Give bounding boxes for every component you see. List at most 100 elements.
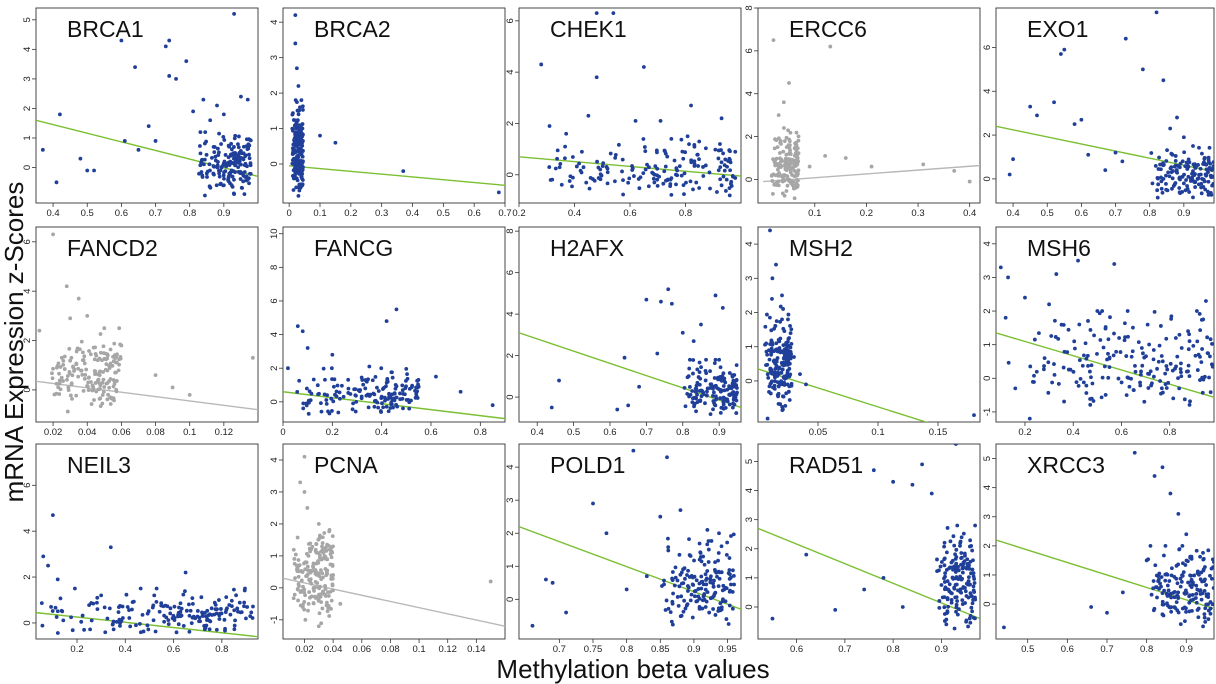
data-point [1123,335,1127,340]
data-point [1076,258,1080,263]
y-tick-label: 4 [22,529,33,534]
y-tick-label: 2 [269,521,280,526]
data-point [960,598,965,603]
data-point [204,171,209,176]
data-point [723,599,728,604]
data-point [1155,595,1159,600]
data-point [82,376,87,381]
data-point [781,343,786,348]
data-point [1204,173,1209,178]
data-point [653,164,658,169]
data-point [962,559,967,564]
data-point [692,574,697,579]
data-point [775,356,780,360]
data-point [1148,543,1153,548]
data-point [580,149,584,154]
data-point [596,176,601,180]
data-point [786,128,790,133]
data-point [1191,195,1195,200]
data-point [1205,189,1210,194]
data-point [1208,611,1213,616]
x-tick-label: 0.1 [808,208,821,219]
data-point [329,598,334,603]
data-point [669,192,674,197]
data-point [327,614,332,618]
data-point [117,326,122,331]
data-point [204,139,208,144]
data-point [1164,364,1169,368]
data-point [102,385,107,389]
data-point [620,157,625,162]
data-point [1172,590,1177,594]
data-point [1199,360,1204,365]
data-point [168,606,173,611]
x-tick-label: 0.9 [217,208,230,219]
data-point [1028,104,1033,109]
data-point [691,396,695,401]
panel-title: ERCC6 [789,16,867,42]
data-point [971,584,976,589]
y-tick-label: 3 [744,517,755,522]
data-point [290,128,295,133]
data-point [685,602,690,607]
data-point [953,444,958,446]
data-point [1157,571,1162,576]
data-point [382,395,387,400]
data-point [1112,262,1117,266]
data-point [1165,583,1170,588]
data-point [1186,363,1191,368]
data-point [320,571,325,576]
data-point [232,136,237,141]
panel-title: BRCA1 [67,16,144,42]
x-tick-label: 0.08 [146,427,165,438]
data-point [692,589,697,594]
y-tick-label: 0 [982,376,993,381]
data-point [71,364,75,369]
data-point [391,405,395,410]
data-point [1138,380,1142,385]
data-point [74,393,79,398]
data-point [1192,573,1197,578]
data-point [209,606,214,611]
data-point [784,189,789,193]
data-point [326,590,330,595]
x-tick-label: 0.95 [718,644,737,655]
data-point [319,568,323,573]
data-point [204,152,209,157]
data-point [689,592,694,597]
data-point [1202,612,1207,617]
data-point [1097,311,1102,316]
x-tick-label: 0.8 [474,427,487,438]
data-point [316,624,321,629]
data-point [1167,579,1172,583]
data-point [731,574,736,578]
data-point [624,587,629,592]
data-point [76,374,81,379]
data-point [72,586,77,591]
data-point [717,531,721,536]
data-point [306,553,311,558]
data-point [84,367,89,372]
data-point [92,398,96,402]
panel-title: FANCD2 [67,235,158,261]
data-point [1200,347,1204,351]
data-point [1133,364,1137,368]
data-point [958,574,963,579]
data-point [651,176,656,181]
data-point [306,398,311,403]
data-point [1160,190,1165,195]
data-point [1192,173,1197,177]
data-point [1198,166,1203,171]
data-point [957,607,961,612]
data-point [1178,161,1183,166]
data-point [296,112,301,117]
data-point [778,336,783,341]
data-point [776,401,781,406]
data-point [1206,158,1211,163]
data-point [787,361,792,366]
data-point [329,606,333,611]
data-point [969,594,974,598]
x-tick-label: 0.4 [406,208,419,219]
data-point [1178,584,1183,589]
